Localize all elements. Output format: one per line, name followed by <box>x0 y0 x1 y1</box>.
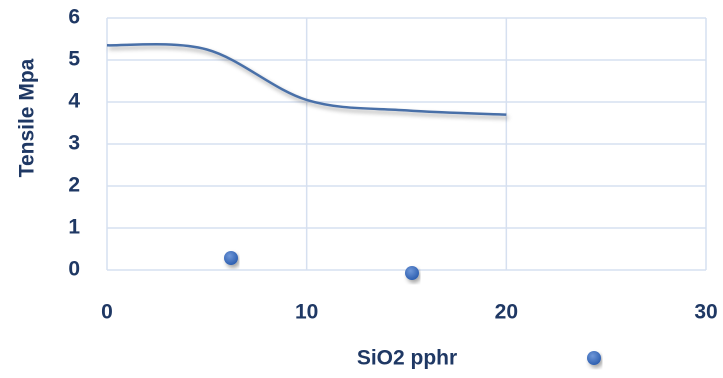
y-tick-label: 4 <box>68 90 80 113</box>
grid <box>106 17 707 271</box>
decor-dot <box>587 351 601 365</box>
y-tick-label: 6 <box>68 6 80 29</box>
x-axis-title: SiO2 pphr <box>357 347 457 370</box>
decor-dot <box>405 266 419 280</box>
plot <box>106 42 507 116</box>
line-series <box>106 42 507 116</box>
x-tick-label: 0 <box>101 301 113 324</box>
y-tick-label: 3 <box>68 132 80 155</box>
x-tick-label: 10 <box>295 301 318 324</box>
x-tick-label: 30 <box>694 301 717 324</box>
y-axis-title: Tensile Mpa <box>16 58 39 177</box>
y-tick-label: 5 <box>68 48 80 71</box>
y-tick-label: 1 <box>68 216 80 239</box>
y-tick-label: 2 <box>68 174 80 197</box>
x-tick-label: 20 <box>495 301 518 324</box>
decor-dot <box>224 251 238 265</box>
y-tick-label: 0 <box>68 258 80 281</box>
